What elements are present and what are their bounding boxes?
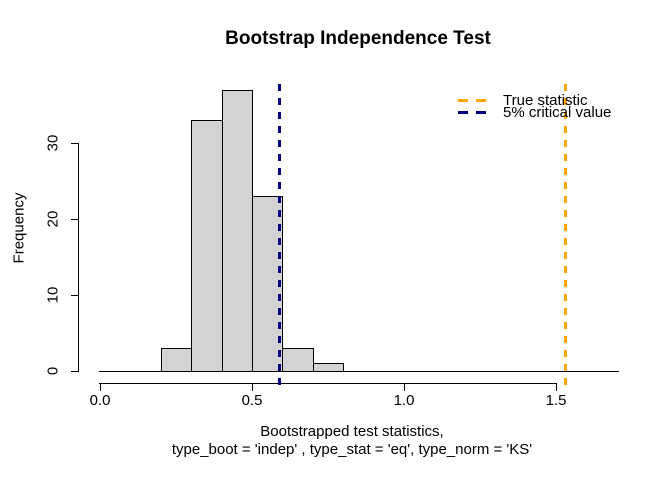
- y-axis-line: [78, 143, 79, 372]
- histogram-bar: [282, 348, 314, 372]
- y-tick-label: 0: [44, 366, 62, 376]
- x-axis-line: [99, 383, 557, 384]
- histogram-bar: [191, 120, 223, 372]
- y-tick-mark: [71, 219, 78, 220]
- x-axis-title-line1: Bootstrapped test statistics,: [260, 423, 444, 440]
- x-tick-mark: [556, 383, 557, 391]
- histogram-bar: [252, 196, 283, 372]
- x-tick-label: 1.5: [545, 392, 567, 409]
- vline-true-statistic: [564, 84, 567, 385]
- x-tick-label: 0.0: [89, 392, 111, 409]
- y-tick-mark: [71, 295, 78, 296]
- dashed-line-sample-orange-icon: [458, 99, 493, 102]
- x-tick-mark: [404, 383, 405, 391]
- histogram-bar: [313, 363, 344, 372]
- y-tick-label: 10: [44, 286, 62, 304]
- x-tick-label: 0.5: [241, 392, 263, 409]
- x-tick-mark: [252, 383, 253, 391]
- y-tick-label: 20: [44, 210, 62, 228]
- x-tick-label: 1.0: [393, 392, 415, 409]
- histogram-bar: [161, 348, 192, 372]
- chart-title: Bootstrap Independence Test: [225, 28, 491, 49]
- y-tick-label: 30: [44, 134, 62, 152]
- y-axis-title: Frequency: [10, 192, 28, 264]
- histogram-bar: [222, 90, 253, 372]
- vline-critical-value-5pct: [278, 84, 281, 385]
- zero-baseline: [99, 371, 619, 372]
- legend-label: 5% critical value: [503, 104, 612, 121]
- y-tick-mark: [71, 371, 78, 372]
- legend-label: True statistic: [503, 92, 588, 109]
- x-tick-mark: [100, 383, 101, 391]
- x-axis-title-line2: type_boot = 'indep' , type_stat = 'eq', …: [171, 441, 533, 458]
- y-tick-mark: [71, 143, 78, 144]
- dashed-line-sample-navy-icon: [458, 111, 493, 114]
